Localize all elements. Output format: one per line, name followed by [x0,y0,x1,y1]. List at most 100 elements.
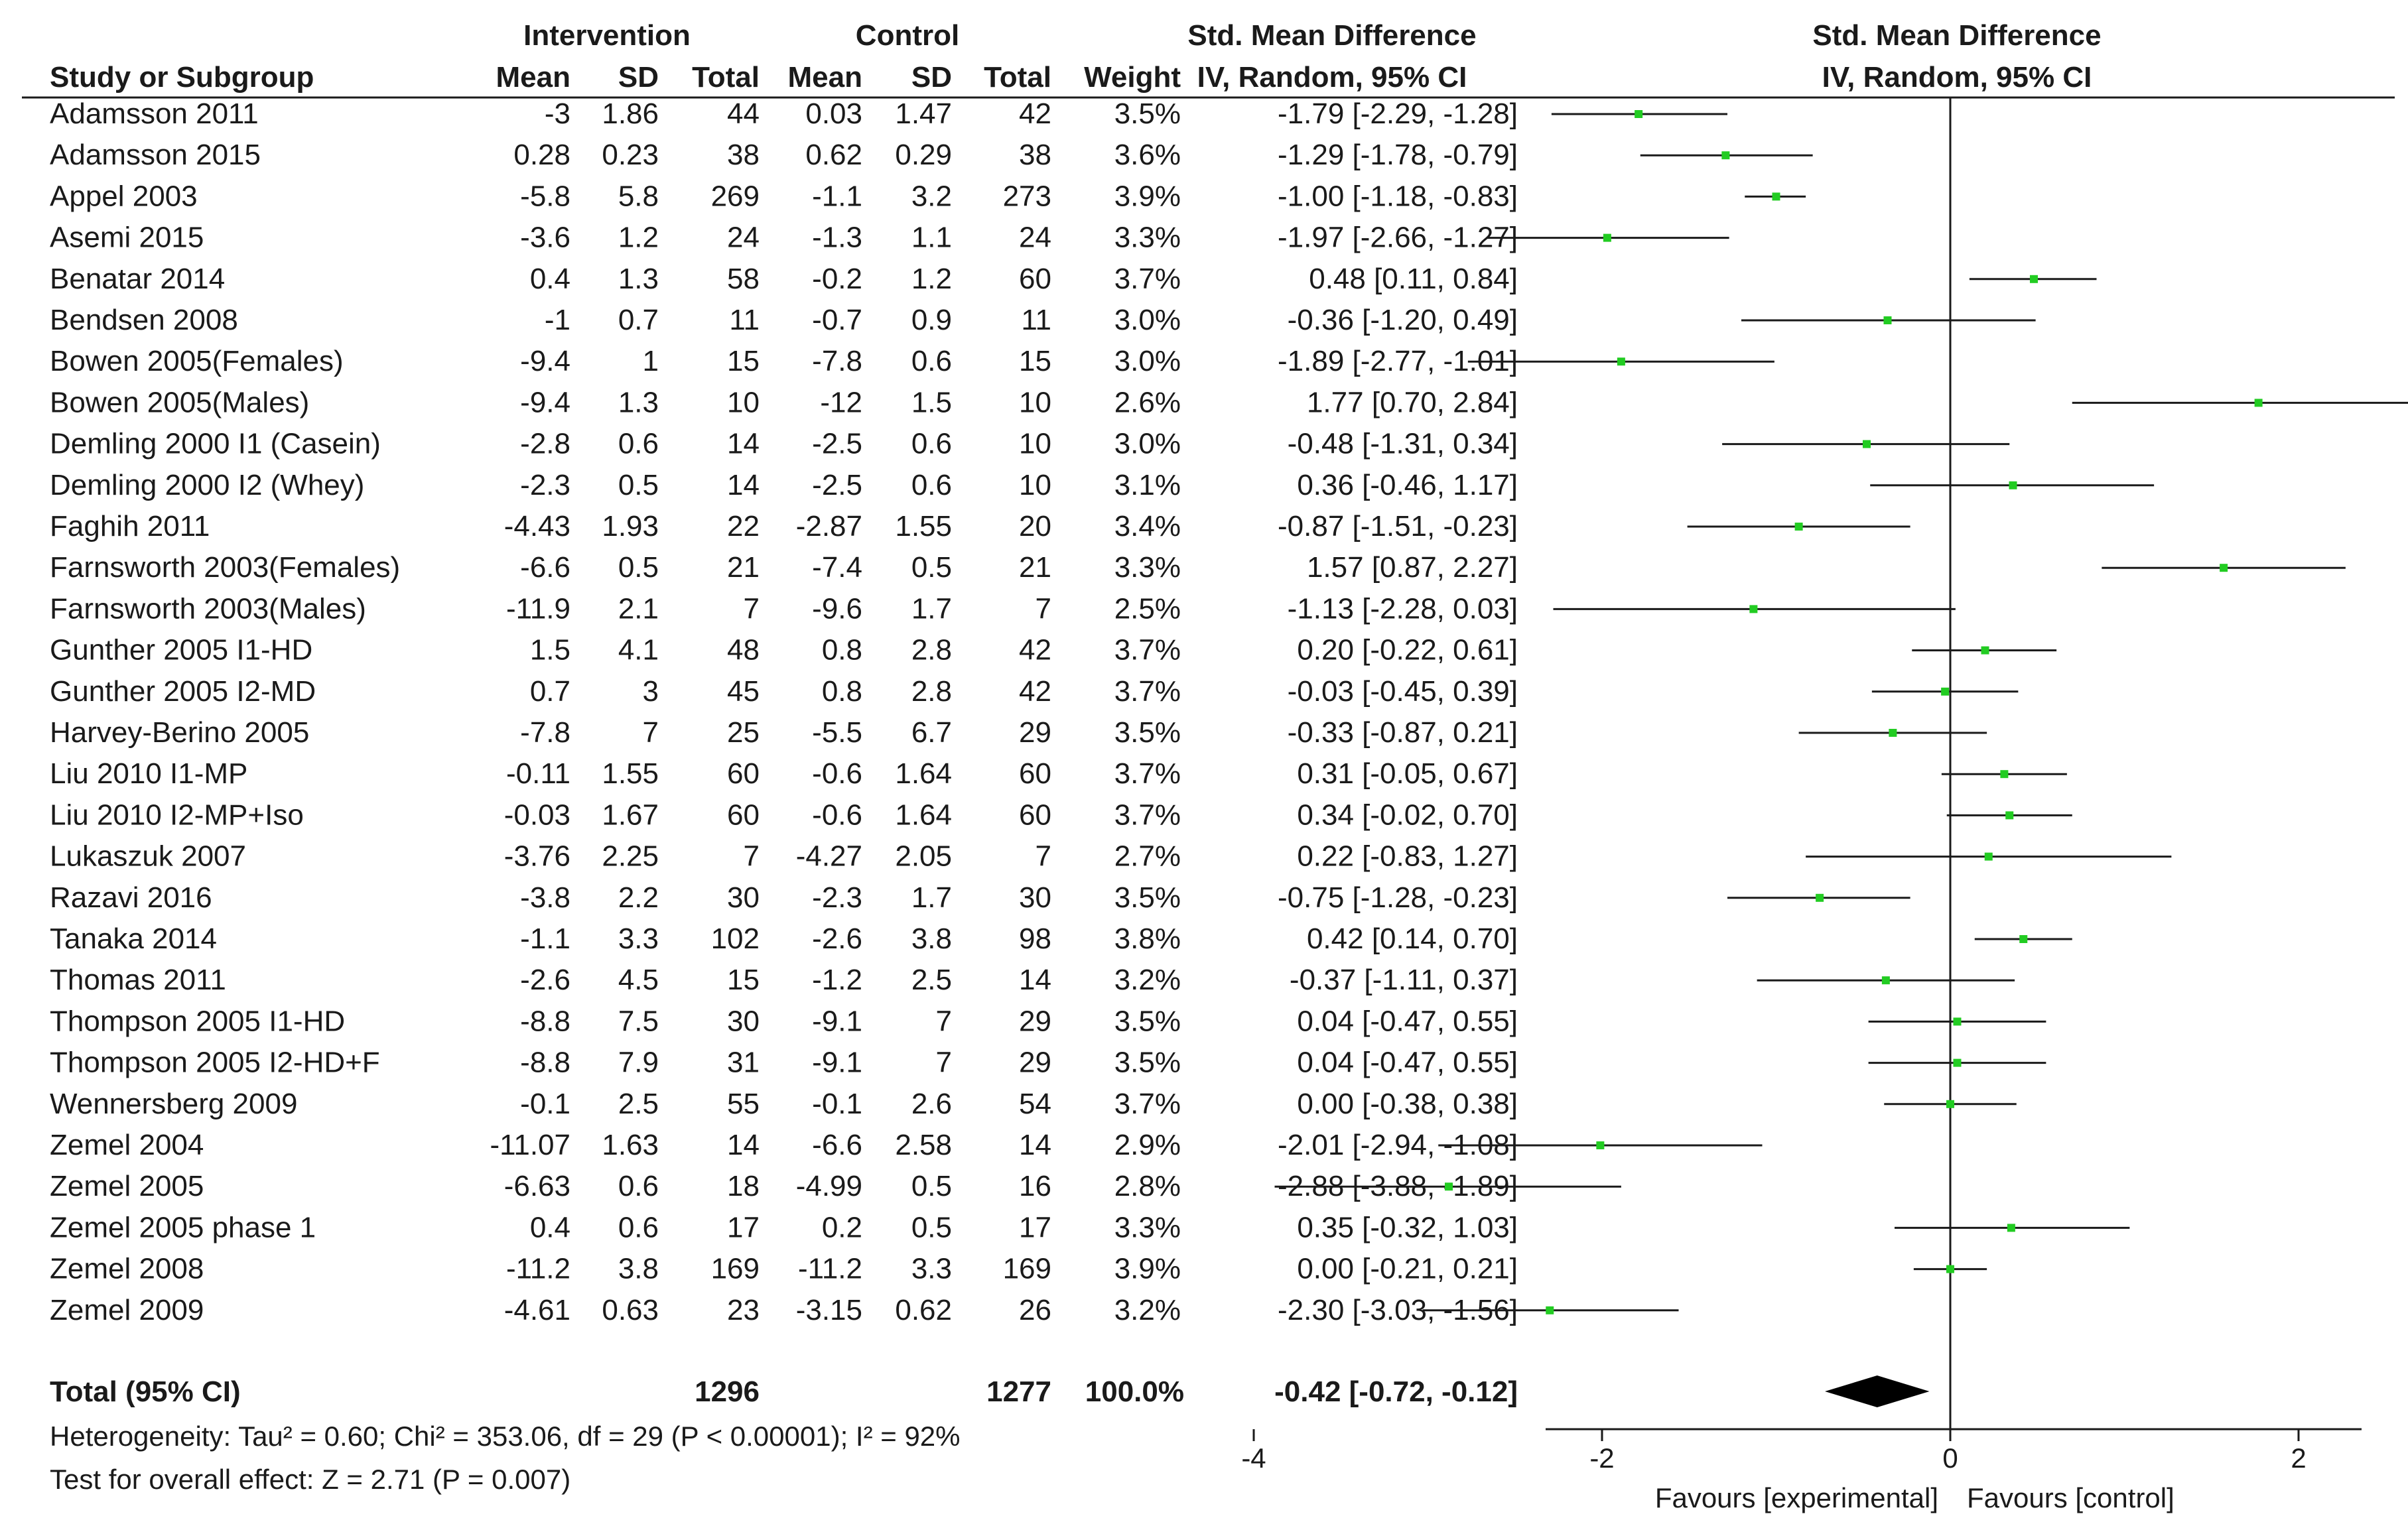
intervention-sd: 0.5 [618,469,659,501]
point-estimate [2007,1224,2015,1232]
control-mean: -1.3 [812,222,862,254]
intervention-sd: 0.5 [618,551,659,584]
control-sd: 2.58 [895,1129,952,1161]
control-mean: -11.2 [798,1253,862,1285]
table-row: Bowen 2005(Males) -9.4 1.3 10 -12 1.5 10 2.6% 1.… [50,386,1518,418]
intervention-total: 24 [727,222,760,254]
header-smd-plot: Std. Mean Difference [1812,19,2101,52]
weight: 3.3% [1114,1211,1181,1243]
col-i-sd: SD [618,61,659,94]
weight: 3.8% [1114,923,1181,955]
intervention-mean: -9.4 [520,386,570,418]
smd-ci: 0.36 [-0.46, 1.17] [1297,469,1518,501]
point-estimate [1984,852,1993,861]
study-name: Wennersberg 2009 [50,1088,297,1120]
control-total: 10 [1019,386,1051,418]
study-name: Gunther 2005 I2-MD [50,675,316,708]
smd-ci: -0.37 [-1.11, 0.37] [1290,964,1518,996]
intervention-total: 7 [744,840,760,873]
favours-control-label: Favours [control] [1967,1482,2174,1513]
weight: 3.5% [1114,881,1181,914]
point-estimate [1596,1141,1605,1149]
study-name: Demling 2000 I2 (Whey) [50,469,364,501]
weight: 3.7% [1114,757,1181,790]
control-total: 10 [1019,469,1051,501]
control-sd: 0.9 [911,304,952,336]
col-c-total: Total [984,61,1051,94]
weight: 3.7% [1114,263,1181,295]
control-total: 17 [1019,1211,1051,1243]
weight: 3.0% [1114,428,1181,460]
point-estimate [1772,192,1780,201]
control-mean: -0.7 [812,304,862,336]
control-mean: 0.8 [822,634,862,667]
study-name: Thomas 2011 [50,964,226,996]
header-intervention: Intervention [523,19,691,52]
control-total: 24 [1019,222,1051,254]
control-total: 60 [1019,263,1051,295]
control-mean: -12 [820,386,862,418]
total-ci: -0.42 [-0.72, -0.12] [1274,1375,1518,1408]
study-table: Adamsson 2011 -3 1.86 44 0.03 1.47 42 3.5% -1.79… [50,97,1518,1326]
control-total: 42 [1019,97,1051,130]
point-estimate [1941,687,1950,696]
control-total: 11 [1021,304,1051,336]
control-mean: 0.03 [805,97,862,130]
point-estimate [1816,893,1824,902]
point-estimate [2220,564,2228,572]
col-study: Study or Subgroup [50,61,314,94]
table-row: Adamsson 2015 0.28 0.23 38 0.62 0.29 38 3.6% -1.… [50,139,1518,171]
intervention-sd: 0.6 [618,428,659,460]
intervention-mean: 0.4 [530,1211,570,1243]
point-estimate [1953,1017,1962,1026]
table-row: Lukaszuk 2007 -3.76 2.25 7 -4.27 2.05 7 2.7% 0.2… [50,840,1518,873]
point-estimate [1946,1265,1954,1273]
table-row: Thompson 2005 I1-HD -8.8 7.5 30 -9.1 7 29 3.5% 0… [50,1005,1518,1037]
control-mean: -2.87 [796,510,862,542]
control-sd: 0.6 [911,345,952,377]
control-mean: 0.8 [822,675,862,708]
control-total: 16 [1019,1170,1051,1202]
smd-ci: 0.48 [0.11, 0.84] [1309,263,1518,295]
weight: 3.9% [1114,180,1181,212]
pooled-diamond [1825,1375,1930,1407]
point-estimate [2009,481,2017,489]
study-name: Razavi 2016 [50,881,212,914]
point-estimate [1617,357,1625,366]
control-sd: 2.6 [911,1088,952,1120]
study-name: Lukaszuk 2007 [50,840,246,873]
study-name: Harvey-Berino 2005 [50,716,309,749]
intervention-total: 15 [727,345,760,377]
intervention-sd: 1.63 [602,1129,659,1161]
intervention-total: 21 [727,551,760,584]
intervention-total: 30 [727,1005,760,1037]
weight: 2.8% [1114,1170,1181,1202]
intervention-mean: 1.5 [530,634,570,667]
table-row: Demling 2000 I1 (Casein) -2.8 0.6 14 -2.5 0.6… [50,428,1518,460]
intervention-mean: 0.28 [513,139,570,171]
table-row: Harvey-Berino 2005 -7.8 7 25 -5.5 6.7 29 3.5% -0… [50,716,1518,749]
control-total: 29 [1019,716,1051,749]
intervention-sd: 2.1 [618,592,659,625]
total-c-total: 1277 [986,1375,1051,1408]
table-row: Farnsworth 2003(Males) -11.9 2.1 7 -9.6 1.7 7 2… [50,592,1518,625]
table-row: Asemi 2015 -3.6 1.2 24 -1.3 1.1 24 3.3% -1.97 [-… [50,222,1518,254]
intervention-sd: 3 [643,675,659,708]
control-total: 20 [1019,510,1051,542]
weight: 3.7% [1114,675,1181,708]
intervention-total: 55 [727,1088,760,1120]
study-name: Zemel 2004 [50,1129,204,1161]
smd-ci: -0.87 [-1.51, -0.23] [1278,510,1518,542]
smd-ci: 0.20 [-0.22, 0.61] [1297,634,1518,667]
intervention-total: 60 [727,798,760,831]
study-name: Thompson 2005 I1-HD [50,1005,345,1037]
intervention-sd: 4.1 [618,634,659,667]
point-estimate [2019,935,2028,943]
intervention-total: 15 [727,964,760,996]
control-sd: 1.5 [911,386,952,418]
intervention-sd: 0.6 [618,1170,659,1202]
study-name: Tanaka 2014 [50,923,217,955]
weight: 3.5% [1114,1047,1181,1079]
control-mean: -3.15 [796,1294,862,1326]
smd-ci: -0.33 [-0.87, 0.21] [1288,716,1518,749]
